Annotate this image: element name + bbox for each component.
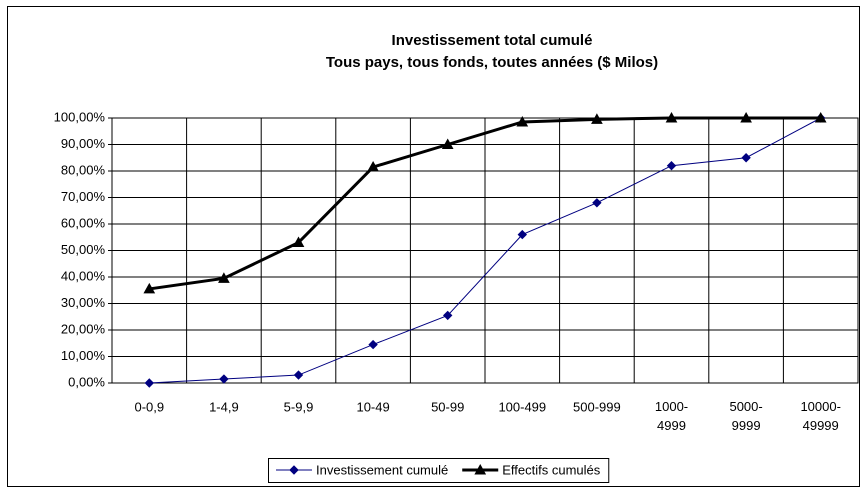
point [219, 374, 229, 384]
y-tick-label: 70,00% [61, 189, 106, 204]
point [368, 339, 378, 350]
x-tick-label: 1000-4999 [655, 399, 688, 433]
legend-label: Effectifs cumulés [502, 462, 601, 477]
point [516, 115, 529, 127]
point [591, 113, 603, 124]
point [218, 272, 230, 283]
chart-title: Investissement total cumulé [392, 32, 593, 49]
point [289, 465, 299, 475]
point [292, 236, 305, 248]
y-tick-label: 60,00% [61, 215, 106, 230]
y-tick-label: 90,00% [61, 136, 106, 151]
point [441, 138, 454, 149]
point [666, 160, 677, 171]
point [592, 198, 602, 208]
point [143, 282, 156, 294]
chart-subtitle: Tous pays, tous fonds, toutes années ($ … [326, 54, 658, 71]
x-tick-label: 1-4,9 [209, 399, 239, 414]
x-tick-label: 10000-49999 [800, 399, 840, 433]
plot-border [111, 117, 859, 384]
x-tick-label: 50-99 [431, 399, 464, 414]
legend-box [268, 458, 610, 483]
point [474, 463, 487, 475]
series-line [149, 117, 821, 384]
x-tick-label: 100-499 [498, 399, 546, 414]
y-tick-label: 100,00% [54, 109, 106, 124]
point [293, 370, 304, 380]
point [665, 111, 678, 123]
y-tick-label: 80,00% [61, 162, 106, 177]
x-tick-label: 0-0,9 [134, 399, 164, 414]
point [517, 229, 528, 240]
y-tick-label: 20,00% [61, 321, 106, 336]
point [814, 111, 827, 123]
legend: Investissement cumulé Effectifs cumulés [268, 458, 610, 483]
x-tick-label: 500-999 [573, 399, 621, 414]
y-tick-label: 10,00% [61, 348, 106, 363]
y-tick-label: 40,00% [61, 268, 106, 283]
y-tick-label: 30,00% [61, 295, 106, 310]
point [144, 378, 155, 388]
legend-label: Investissement cumulé [316, 462, 448, 477]
point [740, 111, 752, 123]
x-tick-label: 10-49 [356, 399, 389, 414]
y-tick-label: 50,00% [61, 242, 106, 257]
point [442, 310, 453, 321]
y-tick-label: 0,00% [68, 374, 105, 389]
x-tick-label: 5000-9999 [729, 399, 762, 433]
series-line [149, 116, 821, 291]
point [367, 160, 379, 172]
point [741, 153, 751, 163]
x-tick-label: 5-9,9 [284, 399, 314, 414]
